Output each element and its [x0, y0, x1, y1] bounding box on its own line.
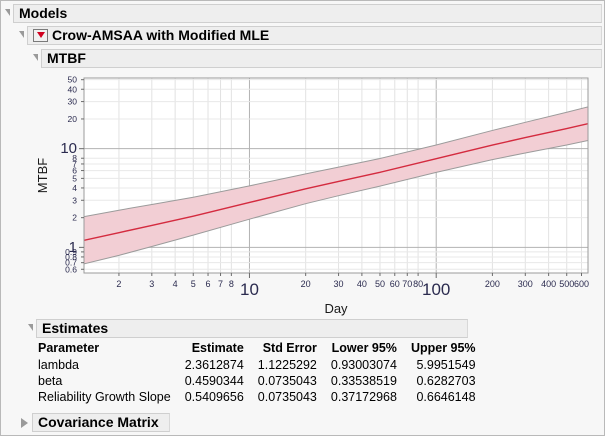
- mtbf-disclosure-triangle-icon[interactable]: [33, 53, 38, 61]
- model-disclosure-triangle-icon[interactable]: [19, 30, 24, 38]
- x-axis-tick-label: 70: [402, 279, 412, 289]
- mtbf-title: MTBF: [41, 48, 602, 68]
- model-title-box: Crow-AMSAA with Modified MLE: [27, 25, 602, 45]
- plot-frame: [83, 77, 589, 274]
- y-axis-tick-label: 2: [72, 213, 77, 223]
- cell-parameter: Reliability Growth Slope: [38, 390, 171, 404]
- model-title-text: Crow-AMSAA with Modified MLE: [52, 27, 270, 43]
- estimates-table: Parameter Estimate Std Error Lower 95% U…: [38, 340, 476, 405]
- table-row: Reliability Growth Slope 0.5409656 0.07350…: [38, 389, 476, 405]
- x-axis-tick-label: 5: [191, 279, 196, 289]
- models-outline-node: Models: [5, 3, 602, 23]
- mtbf-header[interactable]: MTBF: [33, 48, 602, 68]
- y-axis-tick-label: 10: [60, 140, 77, 157]
- model-header[interactable]: Crow-AMSAA with Modified MLE: [19, 25, 602, 45]
- x-axis-title: Day: [324, 301, 348, 316]
- x-axis-tick-label: 40: [357, 279, 367, 289]
- models-title: Models: [13, 3, 602, 23]
- y-axis-tick-label: 0.8: [65, 252, 77, 262]
- x-axis-tick-label: 3: [149, 279, 154, 289]
- covariance-outline-node: Covariance Matrix: [21, 412, 170, 432]
- y-axis-tick-label: 50: [68, 75, 78, 85]
- estimates-header[interactable]: Estimates: [28, 318, 468, 338]
- cell-lower95: 0.93003074: [330, 358, 397, 372]
- column-header-upper95: Upper 95%: [410, 341, 476, 355]
- cell-estimate: 2.3612874: [184, 358, 244, 372]
- y-axis-tick-label: 5: [72, 173, 77, 183]
- x-axis-tick-label: 10: [240, 280, 259, 299]
- x-axis-tick-label: 7: [218, 279, 223, 289]
- model-outline-node: Crow-AMSAA with Modified MLE: [19, 25, 602, 45]
- x-axis-tick-label: 8: [229, 279, 234, 289]
- cell-lower95: 0.33538519: [330, 374, 397, 388]
- x-axis-tick-label: 300: [518, 279, 533, 289]
- y-axis-tick-label: 7: [72, 159, 77, 169]
- red-triangle-menu-icon[interactable]: [33, 28, 48, 42]
- cell-estimate: 0.4590344: [184, 374, 244, 388]
- covariance-header[interactable]: Covariance Matrix: [21, 412, 170, 432]
- x-axis-tick-label: 100: [422, 280, 450, 299]
- y-axis-tick-label: 4: [72, 183, 77, 193]
- column-header-estimate: Estimate: [191, 341, 244, 355]
- confidence-band: [84, 106, 588, 265]
- x-axis-tick-label: 6: [206, 279, 211, 289]
- y-axis-tick-label: 40: [68, 84, 78, 94]
- mtbf-outline-node: MTBF: [33, 48, 602, 68]
- y-axis-tick-label: 30: [68, 97, 78, 107]
- covariance-title: Covariance Matrix: [32, 412, 170, 432]
- models-header[interactable]: Models: [5, 3, 602, 23]
- y-axis-title: MTBF: [35, 158, 50, 193]
- models-disclosure-triangle-icon[interactable]: [5, 8, 10, 16]
- cell-std-error: 1.1225292: [257, 358, 317, 372]
- table-header-row: Parameter Estimate Std Error Lower 95% U…: [38, 340, 476, 357]
- red-triangle-glyph: [36, 32, 45, 38]
- table-row: lambda 2.3612874 1.1225292 0.93003074 5.9951…: [38, 357, 476, 373]
- x-axis-tick-label: 80: [413, 279, 423, 289]
- cell-upper95: 0.6646148: [416, 390, 476, 404]
- cell-upper95: 5.9951549: [416, 358, 476, 372]
- cell-estimate: 0.5409656: [184, 390, 244, 404]
- table-row: beta 0.4590344 0.0735043 0.33538519 0.628270…: [38, 373, 476, 389]
- x-axis-tick-label: 50: [375, 279, 385, 289]
- x-axis-tick-label: 2: [116, 279, 121, 289]
- column-header-std-error: Std Error: [262, 341, 317, 355]
- estimates-outline-node: Estimates Parameter Estimate Std Error L…: [28, 318, 476, 405]
- x-axis-tick-label: 500: [559, 279, 574, 289]
- estimates-disclosure-triangle-icon[interactable]: [28, 323, 33, 331]
- x-axis-tick-label: 400: [541, 279, 556, 289]
- cell-std-error: 0.0735043: [257, 374, 317, 388]
- x-axis-tick-label: 30: [334, 279, 344, 289]
- x-axis-tick-label: 4: [173, 279, 178, 289]
- cell-lower95: 0.37172968: [330, 390, 397, 404]
- y-axis-tick-label: 1: [69, 239, 77, 256]
- fit-line: [84, 122, 588, 241]
- estimates-table-body: lambda 2.3612874 1.1225292 0.93003074 5.9951…: [38, 357, 476, 405]
- x-axis-tick-label: 20: [301, 279, 311, 289]
- y-axis-tick-label: 8: [72, 153, 77, 163]
- estimates-title: Estimates: [36, 318, 468, 338]
- x-axis-tick-label: 200: [485, 279, 500, 289]
- cell-parameter: lambda: [38, 358, 79, 372]
- column-header-lower95: Lower 95%: [331, 341, 397, 355]
- series-group: [84, 106, 588, 265]
- y-axis-tick-label: 6: [72, 166, 77, 176]
- covariance-disclosure-triangle-icon[interactable]: [21, 418, 28, 428]
- mtbf-chart[interactable]: 0.6 0.7 0.8 0.9 1 2 3 4 5 6 7 8 10 20 30 40 50 2 3 4 5 6 7 8 10 2…: [33, 69, 602, 317]
- column-header-parameter: Parameter: [38, 341, 100, 355]
- cell-upper95: 0.6282703: [416, 374, 476, 388]
- x-axis-tick-label: 600: [574, 279, 589, 289]
- y-axis-tick-label: 0.7: [65, 258, 77, 268]
- y-axis-tick-label: 20: [68, 114, 78, 124]
- cell-std-error: 0.0735043: [257, 390, 317, 404]
- cell-parameter: beta: [38, 374, 63, 388]
- y-axis-tick-label: 0.9: [65, 247, 77, 257]
- y-axis-tick-label: 3: [72, 195, 77, 205]
- x-axis-tick-label: 60: [390, 279, 400, 289]
- y-axis-tick-label: 0.6: [65, 264, 77, 274]
